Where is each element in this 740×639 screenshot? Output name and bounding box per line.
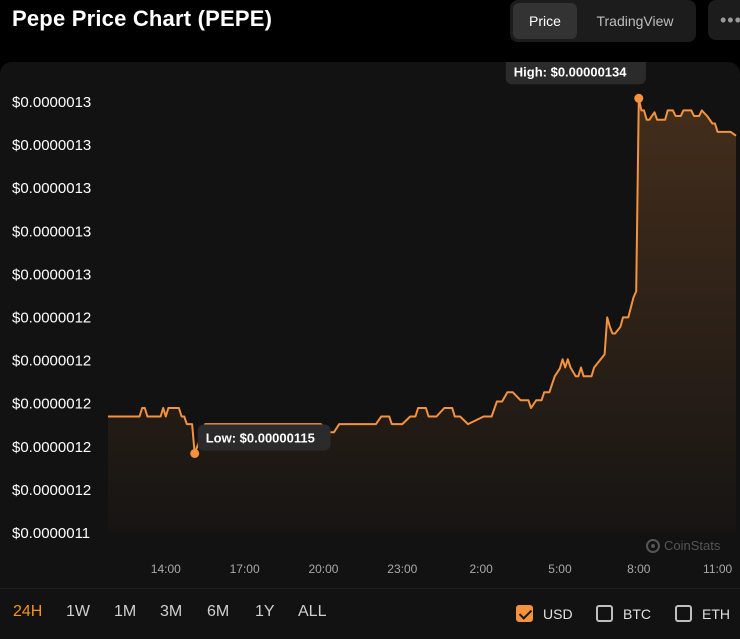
x-tick-label: 14:00 — [151, 562, 181, 576]
range-1y-button[interactable]: 1Y — [255, 603, 275, 620]
y-tick-label: $0.0000013 — [12, 266, 91, 283]
y-tick-label: $0.0000013 — [12, 137, 91, 154]
range-1w-button[interactable]: 1W — [66, 603, 90, 620]
y-tick-label: $0.0000011 — [12, 525, 90, 542]
price-line — [108, 97, 737, 455]
eth-toggle[interactable]: ETH — [675, 605, 730, 622]
range-all-button[interactable]: ALL — [298, 603, 327, 620]
x-tick-label: 20:00 — [308, 562, 338, 576]
y-tick-label: $0.0000012 — [12, 439, 91, 456]
bottom-controls: 24H 1W 1M 3M 6M 1Y ALL USD BTC ETH — [0, 588, 740, 639]
range-24h-button[interactable]: 24H — [13, 603, 43, 620]
y-tick-label: $0.0000013 — [12, 180, 91, 197]
low-dot — [190, 448, 200, 458]
x-tick-label: 8:00 — [627, 562, 651, 576]
range-3m-button[interactable]: 3M — [160, 603, 183, 620]
eth-label: ETH — [702, 605, 730, 622]
tradingview-button[interactable]: TradingView — [596, 13, 674, 29]
btc-checkbox[interactable] — [596, 605, 613, 622]
usd-checkbox[interactable] — [516, 605, 533, 622]
y-tick-label: $0.0000012 — [12, 353, 91, 370]
page-title: Pepe Price Chart (PEPE) — [12, 6, 273, 31]
y-tick-label: $0.0000013 — [12, 223, 91, 240]
coinstats-logo-icon — [646, 538, 660, 553]
watermark-text: CoinStats — [664, 538, 721, 553]
view-toggle: Price TradingView — [510, 0, 696, 42]
x-tick-label: 17:00 — [230, 562, 260, 576]
low-label: Low: $0.00000115 — [206, 430, 315, 445]
high-label: High: $0.00000134 — [514, 64, 628, 79]
y-tick-label: $0.0000012 — [12, 396, 91, 413]
btc-label: BTC — [623, 605, 651, 622]
more-options-icon[interactable]: ••• — [708, 0, 740, 40]
price-view-button[interactable]: Price — [513, 3, 577, 39]
high-dot — [634, 93, 644, 103]
range-1m-button[interactable]: 1M — [114, 603, 137, 620]
low-tooltip — [197, 424, 331, 451]
x-tick-label: 5:00 — [548, 562, 572, 576]
usd-label: USD — [543, 605, 573, 622]
range-6m-button[interactable]: 6M — [207, 603, 230, 620]
usd-toggle[interactable]: USD — [516, 605, 573, 622]
high-tooltip — [505, 62, 646, 85]
eth-checkbox[interactable] — [675, 605, 692, 622]
coinstats-watermark: CoinStats — [646, 538, 720, 553]
y-tick-label: $0.0000012 — [12, 482, 91, 499]
x-tick-label: 2:00 — [469, 562, 493, 576]
y-tick-label: $0.0000012 — [12, 310, 91, 327]
price-area — [108, 98, 736, 533]
btc-toggle[interactable]: BTC — [596, 605, 651, 622]
y-tick-label: $0.0000013 — [12, 94, 91, 111]
x-tick-label: 11:00 — [703, 562, 732, 576]
x-tick-label: 23:00 — [387, 562, 417, 576]
chart-card: $0.0000013 $0.0000013 $0.0000013 $0.0000013… — [0, 62, 740, 588]
price-chart[interactable]: $0.0000013 $0.0000013 $0.0000013 $0.0000013… — [0, 62, 740, 588]
